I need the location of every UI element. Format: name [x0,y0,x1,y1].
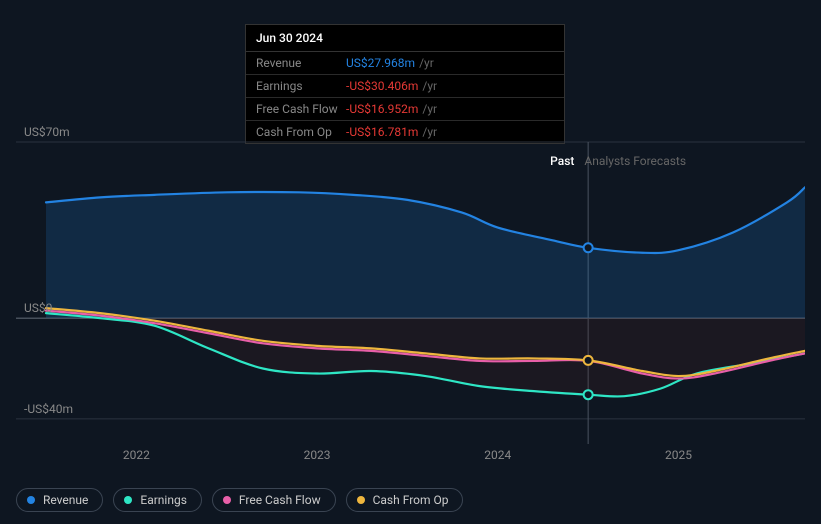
tooltip-row: Free Cash Flow-US$16.952m/yr [246,98,564,121]
legend-item-cfo[interactable]: Cash From Op [346,488,464,512]
legend-item-revenue[interactable]: Revenue [16,488,103,512]
x-axis-tick-label: 2024 [484,448,511,462]
chart-canvas [16,120,805,444]
legend-label: Revenue [43,493,88,507]
y-axis-tick-label: US$0 [24,301,52,315]
y-axis-tick-label: US$70m [24,125,70,139]
legend-label: Free Cash Flow [239,493,321,507]
period-labels: Past Analysts Forecasts [550,154,686,168]
period-forecast-label: Analysts Forecasts [584,154,686,168]
legend-dot-icon [357,496,365,504]
tooltip-metric-label: Free Cash Flow [256,102,346,116]
legend-label: Cash From Op [373,493,449,507]
period-past-label: Past [550,154,574,168]
tooltip-row: RevenueUS$27.968m/yr [246,52,564,75]
legend-item-earnings[interactable]: Earnings [113,488,202,512]
tooltip-metric-value: -US$16.952m [346,102,418,116]
tooltip-metric-unit: /yr [419,56,434,70]
x-axis-tick-label: 2022 [123,448,150,462]
x-axis-tick-label: 2025 [665,448,692,462]
legend-item-fcf[interactable]: Free Cash Flow [212,488,336,512]
tooltip-metric-unit: /yr [422,102,437,116]
tooltip-row: Earnings-US$30.406m/yr [246,75,564,98]
tooltip-metric-unit: /yr [422,79,437,93]
tooltip-metric-label: Earnings [256,79,346,93]
legend-dot-icon [223,496,231,504]
tooltip-date: Jun 30 2024 [246,25,564,52]
tooltip-metric-label: Revenue [256,56,346,70]
tooltip-metric-value: -US$30.406m [346,79,418,93]
legend-dot-icon [124,496,132,504]
chart-legend: Revenue Earnings Free Cash Flow Cash From O… [16,488,463,512]
financials-chart: US$70m US$0 -US$40m 2022 2023 2024 2025 Past … [16,120,805,480]
legend-label: Earnings [140,493,187,507]
x-axis-tick-label: 2023 [304,448,331,462]
tooltip-metric-value: US$27.968m [346,56,415,70]
legend-dot-icon [27,496,35,504]
y-axis-tick-label: -US$40m [24,402,73,416]
